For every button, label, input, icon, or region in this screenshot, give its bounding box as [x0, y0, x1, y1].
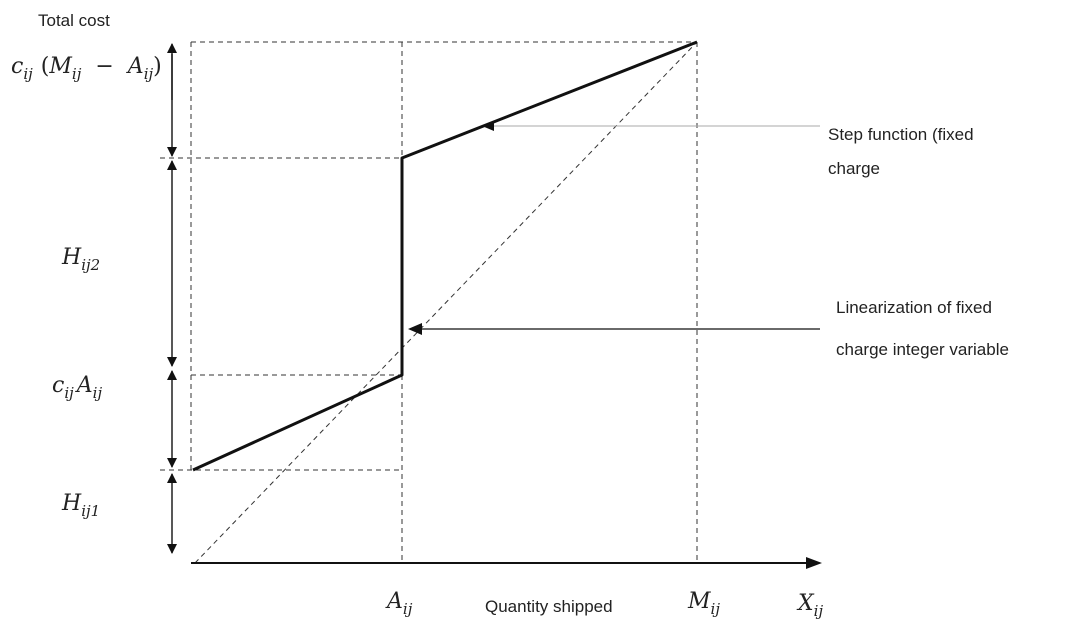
m-tick-label: Mij	[687, 589, 720, 618]
h2-label: Hij2	[61, 245, 100, 274]
x-axis-symbol: Xij	[796, 591, 823, 620]
annotation-pointers	[408, 121, 820, 335]
diagonal-dashed-line	[194, 41, 698, 564]
ca-label: cij Aij	[52, 373, 102, 402]
x-axis-arrowhead	[806, 557, 822, 569]
step-function-annotation: Step function (fixed charge	[828, 125, 978, 178]
top-segment-label: cij (Mij − Aij)	[11, 54, 162, 83]
linearization-pointer-arrowhead	[408, 323, 422, 335]
step-function-line	[192, 40, 698, 472]
x-axis-title: Quantity shipped	[485, 597, 613, 616]
linearization-annotation: Linearization of fixed charge integer va…	[836, 298, 1009, 359]
dashed-guides	[160, 41, 698, 564]
step-pointer-arrowhead	[482, 121, 494, 131]
step-function	[192, 40, 698, 472]
axes	[191, 557, 822, 569]
y-axis-title: Total cost	[38, 11, 110, 30]
h1-label: Hij1	[61, 491, 100, 520]
a-tick-label: Aij	[385, 589, 413, 618]
